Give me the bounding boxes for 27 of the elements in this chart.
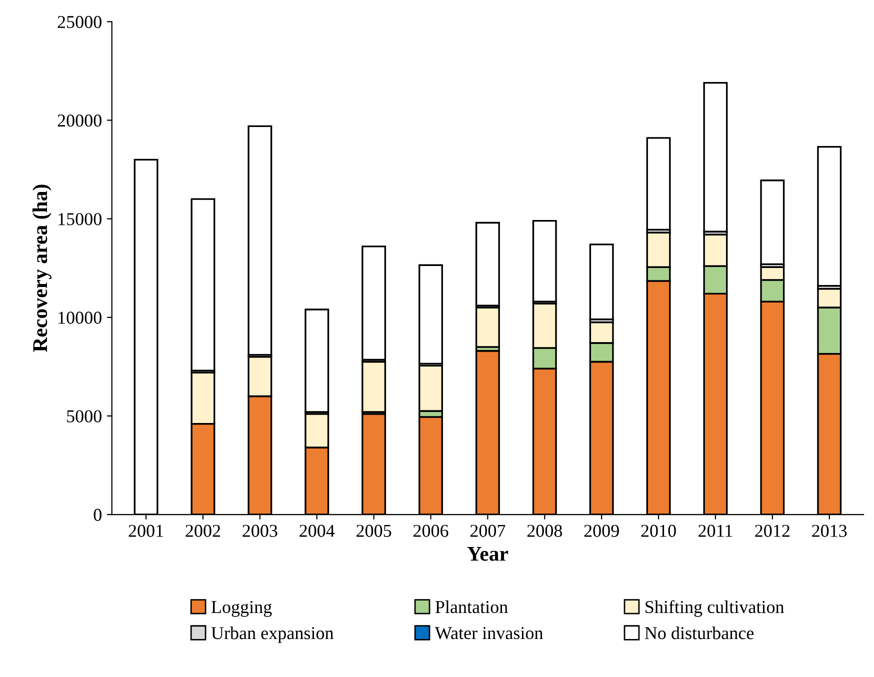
legend-label: Plantation [435,600,508,614]
y-axis-title: Recovery area (ha) [32,184,52,352]
x-axis-title: Year [467,546,508,561]
y-tick-label: 5000 [67,410,102,422]
legend-label: Logging [211,600,272,617]
x-tick-label: 2004 [300,524,335,537]
y-tick-label: 10000 [58,312,102,324]
legend-label: Water invasion [434,627,543,640]
y-tick-label: 20000 [58,114,102,127]
x-tick-label: 2007 [470,524,506,537]
legend-label: Shifting cultivation [646,600,784,617]
legend-label: No disturbance [644,626,754,640]
legend-label: Urban expansion [211,626,334,643]
x-tick-label: 2001 [128,524,164,537]
y-tick-label: 15000 [58,213,102,226]
x-tick-label: 2011 [698,524,732,537]
x-tick-label: 2003 [242,524,278,537]
x-tick-label: 2002 [186,524,220,537]
y-tick-label: 0 [94,508,102,521]
x-tick-label: 2006 [413,524,448,537]
y-tick-label: 25000 [58,16,102,28]
x-tick-label: 2013 [812,524,847,537]
x-tick-label: 2008 [527,524,562,537]
x-tick-label: 2005 [356,524,392,537]
x-tick-label: 2012 [755,524,790,537]
x-tick-label: 2009 [584,524,619,537]
x-tick-label: 2010 [641,524,676,537]
